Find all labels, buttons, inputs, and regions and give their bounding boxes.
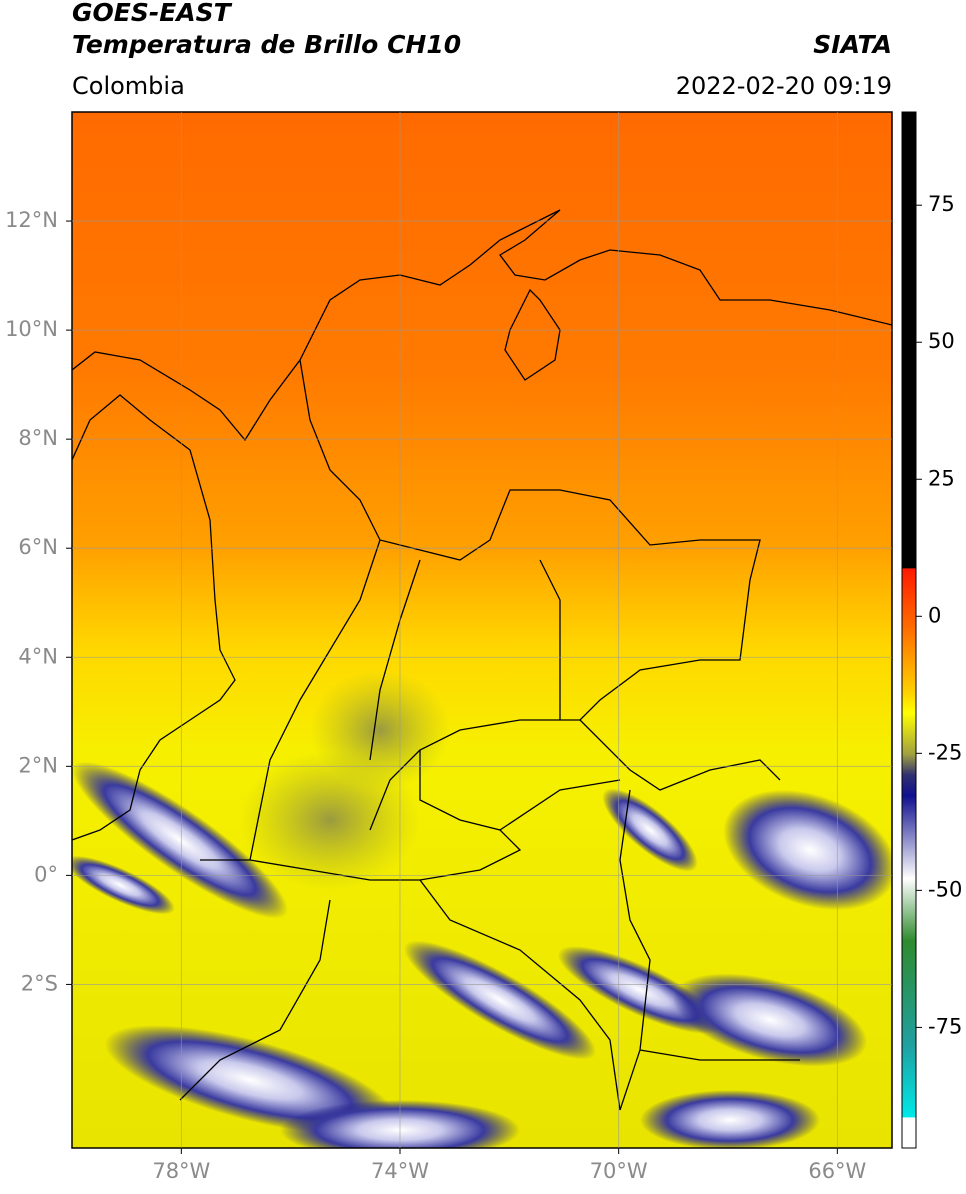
colorbar-tick-label: -50 [928,877,962,901]
colorbar-tick-label: 50 [928,329,955,353]
y-tick-label: 2°N [18,753,58,777]
x-tick-label: 70°W [590,1159,648,1183]
colorbar-tick-label: 25 [928,466,955,490]
colorbar-tick-label: 75 [928,192,955,216]
y-tick-label: 10°N [5,317,58,341]
y-tick-label: 12°N [5,208,58,232]
x-tick-label: 66°W [808,1159,866,1183]
colorbar [901,111,917,1149]
title: GOES-EAST [72,0,233,27]
x-tick-label: 74°W [371,1159,429,1183]
source: SIATA [813,30,892,59]
colorbar-tick-label: -75 [928,1014,962,1038]
y-tick-label: 8°N [18,426,58,450]
y-tick-label: 4°N [18,644,58,668]
region: Colombia [72,72,185,100]
colorbar-tick-label: -25 [928,740,962,764]
map-frame [71,111,893,1149]
x-tick-label: 78°W [152,1159,210,1183]
y-tick-label: 6°N [18,535,58,559]
colorbar-tick-label: 0 [928,603,941,627]
y-tick-label: 0° [34,862,58,886]
datetime: 2022-02-20 09:19 [676,72,892,100]
map-image [72,112,892,1148]
subtitle: Temperatura de Brillo CH10 [72,30,461,59]
y-tick-label: 2°S [21,971,58,995]
